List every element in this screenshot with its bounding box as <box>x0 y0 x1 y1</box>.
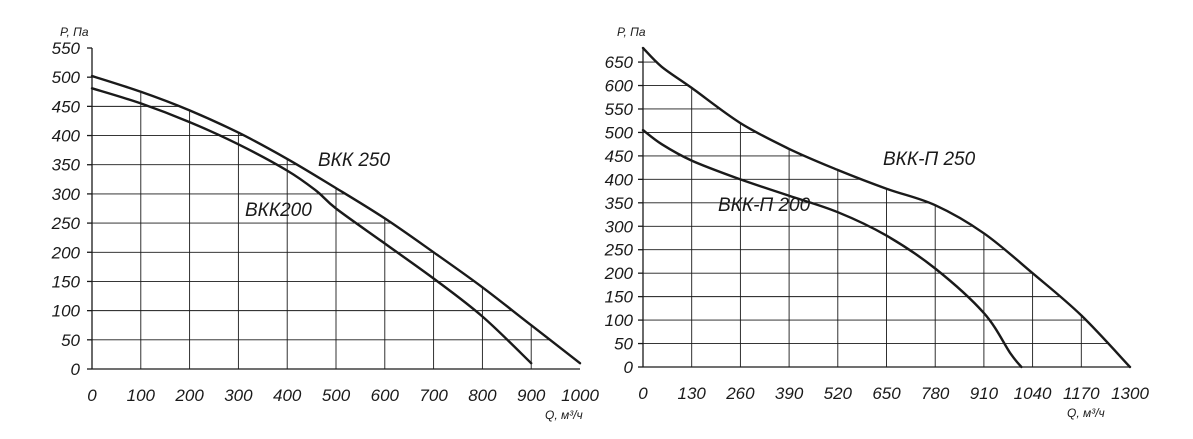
right-y-tick-label: 150 <box>605 288 634 307</box>
right-x-tick-label: 1040 <box>1014 384 1052 403</box>
left-x-tick-label: 0 <box>87 386 97 405</box>
right-x-tick-label: 260 <box>725 384 755 403</box>
right-y-tick-label: 550 <box>605 100 634 119</box>
chart-vkk-p: P, Па Q, м³/ч ВКК-П 250 ВКК-П 200 0 50 100… <box>604 25 1150 420</box>
curve-label-vkk-p-200: ВКК-П 200 <box>718 195 811 216</box>
left-y-tick-label: 50 <box>61 331 80 350</box>
chart-vkk: P, Па Q, м³/ч ВКК 250 ВКК200 0 50 100 150 20… <box>51 25 600 422</box>
right-series-line-2 <box>641 128 1023 369</box>
left-x-tick-label: 200 <box>174 386 204 405</box>
left-x-tick-label: 500 <box>322 386 351 405</box>
right-x-tick-label: 910 <box>970 384 999 403</box>
left-x-tick-label: 700 <box>419 386 448 405</box>
right-y-tick-label: 400 <box>605 170 634 189</box>
right-series-line-1 <box>641 46 1132 369</box>
left-x-tick-label: 300 <box>224 386 253 405</box>
left-y-tick-label: 150 <box>52 272 81 291</box>
left-x-tick-label: 800 <box>468 386 497 405</box>
right-y-axis-title: P, Па <box>617 25 646 39</box>
left-y-tick-label: 450 <box>52 97 81 116</box>
right-y-tick-label: 250 <box>604 241 634 260</box>
right-y-tick-label: 500 <box>605 123 634 142</box>
right-grid <box>643 61 1108 367</box>
right-x-tick-label: 1170 <box>1063 384 1100 403</box>
right-x-tick-label: 1300 <box>1111 384 1149 403</box>
right-y-tick-label: 50 <box>614 335 633 354</box>
right-y-tick-label: 300 <box>605 217 634 236</box>
left-series-line-2 <box>90 87 533 365</box>
curve-label-vkk-200: ВКК200 <box>245 200 312 221</box>
left-y-tick-label: 550 <box>52 39 81 58</box>
right-x-tick-label: 0 <box>638 384 648 403</box>
right-x-tick-label: 780 <box>921 384 950 403</box>
left-x-tick-label: 1000 <box>561 386 599 405</box>
right-y-tick-label: 100 <box>605 311 634 330</box>
curve-label-vkk-p-250: ВКК-П 250 <box>883 149 976 170</box>
left-y-tick-label: 200 <box>51 243 81 262</box>
left-y-tick-label: 350 <box>52 156 81 175</box>
right-y-tick-label: 350 <box>605 194 634 213</box>
left-y-tick-label: 500 <box>52 68 81 87</box>
left-y-tick-label: 300 <box>52 185 81 204</box>
left-grid <box>92 76 550 369</box>
right-x-axis-title: Q, м³/ч <box>1067 406 1105 420</box>
right-x-tick-label: 390 <box>775 384 804 403</box>
right-x-tick-label: 650 <box>872 384 901 403</box>
right-y-tick-label: 0 <box>624 358 634 377</box>
right-y-tick-label: 450 <box>605 147 634 166</box>
left-x-tick-label: 900 <box>517 386 546 405</box>
left-y-tick-label: 250 <box>51 214 81 233</box>
right-x-tick-label: 520 <box>824 384 853 403</box>
left-x-tick-label: 600 <box>371 386 400 405</box>
right-y-tick-label: 600 <box>605 77 634 96</box>
left-y-tick-label: 100 <box>52 302 81 321</box>
left-x-tick-label: 100 <box>127 386 156 405</box>
right-x-tick-label: 130 <box>678 384 707 403</box>
curve-label-vkk-250: ВКК 250 <box>318 150 390 171</box>
right-y-tick-label: 200 <box>604 264 634 283</box>
left-x-axis-title: Q, м³/ч <box>545 408 583 422</box>
right-y-tick-label: 650 <box>605 53 634 72</box>
left-x-tick-label: 400 <box>273 386 302 405</box>
left-series-line-1 <box>90 74 582 365</box>
left-y-tick-label: 400 <box>52 127 81 146</box>
left-y-axis-title: P, Па <box>60 25 89 39</box>
left-y-tick-label: 0 <box>71 360 81 379</box>
